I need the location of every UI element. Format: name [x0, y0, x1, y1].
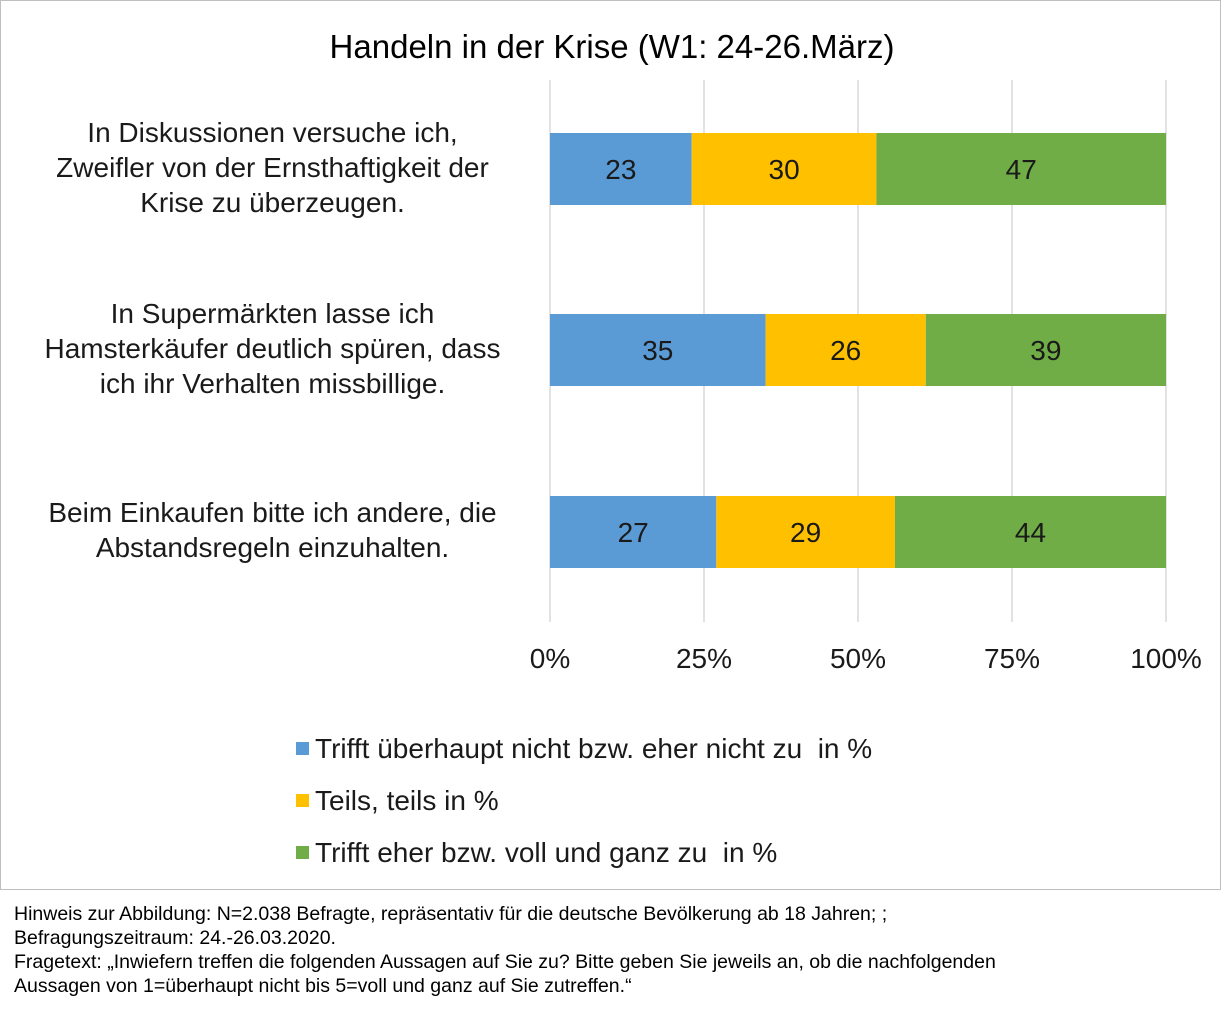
data-label: 23	[605, 154, 636, 185]
category-label-line: ich ihr Verhalten missbillige.	[99, 367, 446, 399]
data-label: 29	[790, 517, 821, 548]
note-line: Hinweis zur Abbildung: N=2.038 Befragte,…	[14, 903, 888, 925]
bar-segment	[691, 133, 877, 205]
bar-segment	[876, 133, 1166, 205]
x-tick-label: 50%	[830, 643, 886, 674]
legend-item: Trifft eher bzw. voll und ganz zu in %	[296, 836, 777, 870]
category-label: In Diskussionen versuche ich, Zweifler vo…	[0, 115, 545, 220]
note-line: Aussagen von 1=überhaupt nicht bis 5=vol…	[14, 975, 632, 997]
x-tick-label: 100%	[1130, 643, 1202, 674]
data-label: 35	[642, 335, 673, 366]
data-label: 26	[830, 335, 861, 366]
legend-item: Teils, teils in %	[296, 784, 499, 818]
figure-note: Hinweis zur Abbildung: N=2.038 Befragte,…	[14, 902, 1214, 998]
bar-segment	[716, 496, 895, 568]
category-label-line: Hamsterkäufer deutlich spüren, dass	[44, 332, 501, 364]
legend-swatch	[296, 846, 309, 860]
bar-segment	[550, 133, 692, 205]
legend-label: Trifft überhaupt nicht bzw. eher nicht z…	[315, 733, 873, 764]
data-label: 39	[1030, 335, 1061, 366]
category-label-line: In Supermärkten lasse ich	[110, 297, 435, 329]
data-label: 47	[1006, 154, 1037, 185]
category-label: In Supermärkten lasse ich Hamsterkäufer d…	[0, 296, 545, 401]
category-label-line: Krise zu überzeugen.	[140, 186, 405, 218]
data-label: 30	[769, 154, 800, 185]
category-label: Beim Einkaufen bitte ich andere, die Abst…	[0, 495, 545, 565]
x-tick-label: 75%	[984, 643, 1040, 674]
x-tick-label: 0%	[530, 643, 570, 674]
legend-swatch	[296, 742, 309, 756]
note-line: Befragungszeitraum: 24.-26.03.2020.	[14, 927, 336, 949]
bar-segment	[925, 314, 1166, 386]
category-label-line: Beim Einkaufen bitte ich andere, die	[48, 497, 497, 528]
legend-swatch	[296, 794, 309, 808]
bar-segment	[894, 496, 1166, 568]
note-line: Fragetext: „Inwiefern treffen die folgen…	[14, 951, 996, 973]
x-tick-label: 25%	[676, 643, 732, 674]
data-label: 27	[618, 517, 649, 548]
data-label: 44	[1015, 517, 1046, 548]
bar-segment	[765, 314, 926, 386]
category-label-line: Abstandsregeln einzuhalten.	[95, 532, 450, 563]
category-label-line: In Diskussionen versuche ich,	[87, 116, 458, 148]
chart-title: Handeln in der Krise (W1: 24-26.März)	[330, 28, 895, 65]
legend-label: Teils, teils in %	[315, 785, 499, 816]
bar-segment	[550, 496, 717, 568]
bar-segment	[550, 314, 766, 386]
chart: Handeln in der Krise (W1: 24-26.März) 0% 2…	[330, 28, 1202, 674]
category-label-line: Zweifler von der Ernsthaftigkeit der	[56, 151, 489, 183]
legend-label: Trifft eher bzw. voll und ganz zu in %	[315, 837, 778, 868]
legend-item: Trifft überhaupt nicht bzw. eher nicht z…	[296, 732, 872, 766]
